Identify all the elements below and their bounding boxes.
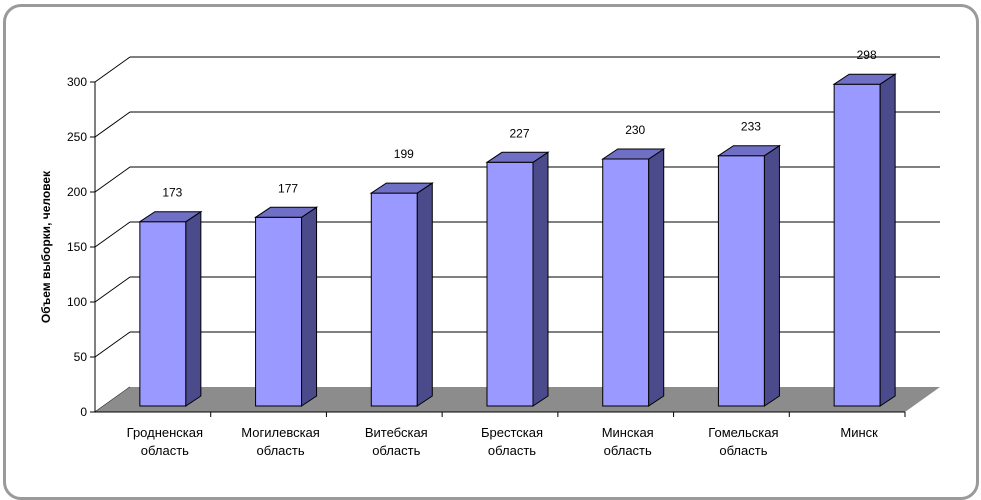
data-label: 233 bbox=[741, 120, 761, 134]
bar-front bbox=[139, 221, 187, 407]
y-axis-label: Объем выборки, человек bbox=[39, 170, 53, 323]
x-tick-label: область bbox=[372, 443, 420, 458]
x-tick-label: область bbox=[604, 443, 652, 458]
data-label: 177 bbox=[278, 181, 298, 195]
bar-front bbox=[370, 192, 418, 407]
bar-side bbox=[185, 210, 202, 407]
bar-side bbox=[648, 148, 665, 407]
bar-side bbox=[301, 206, 318, 407]
y-tick-label: 50 bbox=[74, 350, 88, 364]
bar-top bbox=[138, 211, 203, 223]
labels: Объем выборки, человек 173 Гродненская обла… bbox=[39, 48, 878, 458]
bar-side bbox=[532, 151, 549, 407]
bar-top bbox=[716, 145, 782, 157]
y-tick-label: 100 bbox=[67, 295, 87, 309]
bar-side bbox=[763, 144, 780, 407]
data-label: 199 bbox=[394, 147, 414, 161]
data-label: 173 bbox=[162, 186, 182, 200]
wall-gridline bbox=[94, 331, 131, 358]
bar-front bbox=[255, 216, 303, 407]
wall-gridline bbox=[94, 56, 131, 83]
data-label: 230 bbox=[625, 123, 645, 137]
x-tick-label: область bbox=[719, 443, 767, 458]
data-label: 227 bbox=[509, 126, 529, 140]
bar-chart: 0 50 100 150 200 250 300 Объем выборки, челове… bbox=[39, 48, 940, 458]
bar-side bbox=[416, 182, 433, 407]
bar-side bbox=[879, 73, 896, 407]
y-tick-label: 200 bbox=[67, 185, 87, 199]
bars bbox=[138, 73, 897, 407]
bar-top bbox=[253, 206, 319, 218]
bar-top bbox=[601, 148, 666, 160]
wall-gridline bbox=[94, 166, 131, 193]
x-tick-label: область bbox=[257, 443, 305, 458]
wall-gridline bbox=[94, 111, 131, 138]
x-tick-label: область bbox=[488, 443, 536, 458]
y-tick-label: 150 bbox=[67, 240, 87, 254]
bar-front bbox=[602, 158, 650, 407]
bar-top bbox=[832, 73, 897, 85]
x-tick-label: Гродненская bbox=[127, 425, 203, 440]
y-tick-label: 0 bbox=[80, 405, 87, 419]
wall-gridline bbox=[94, 221, 131, 248]
x-tick-label: Витебская bbox=[365, 425, 428, 440]
y-tick-label: 250 bbox=[67, 130, 87, 144]
x-tick-label: Минск bbox=[840, 425, 878, 440]
y-tick-label: 300 bbox=[67, 75, 87, 89]
data-label: 298 bbox=[857, 48, 877, 62]
x-tick-label: Гомельская bbox=[708, 425, 778, 440]
bar-top bbox=[485, 151, 550, 163]
x-tick-label: Могилевская bbox=[241, 425, 320, 440]
bar-front bbox=[486, 161, 534, 407]
bar-top bbox=[369, 182, 434, 194]
x-tick-label: Минская bbox=[602, 425, 654, 440]
bar-front bbox=[833, 83, 881, 407]
x-tick-label: область bbox=[141, 443, 189, 458]
bar-front bbox=[717, 155, 765, 407]
wall-gridline bbox=[94, 276, 131, 303]
x-tick-label: Брестская bbox=[481, 425, 543, 440]
